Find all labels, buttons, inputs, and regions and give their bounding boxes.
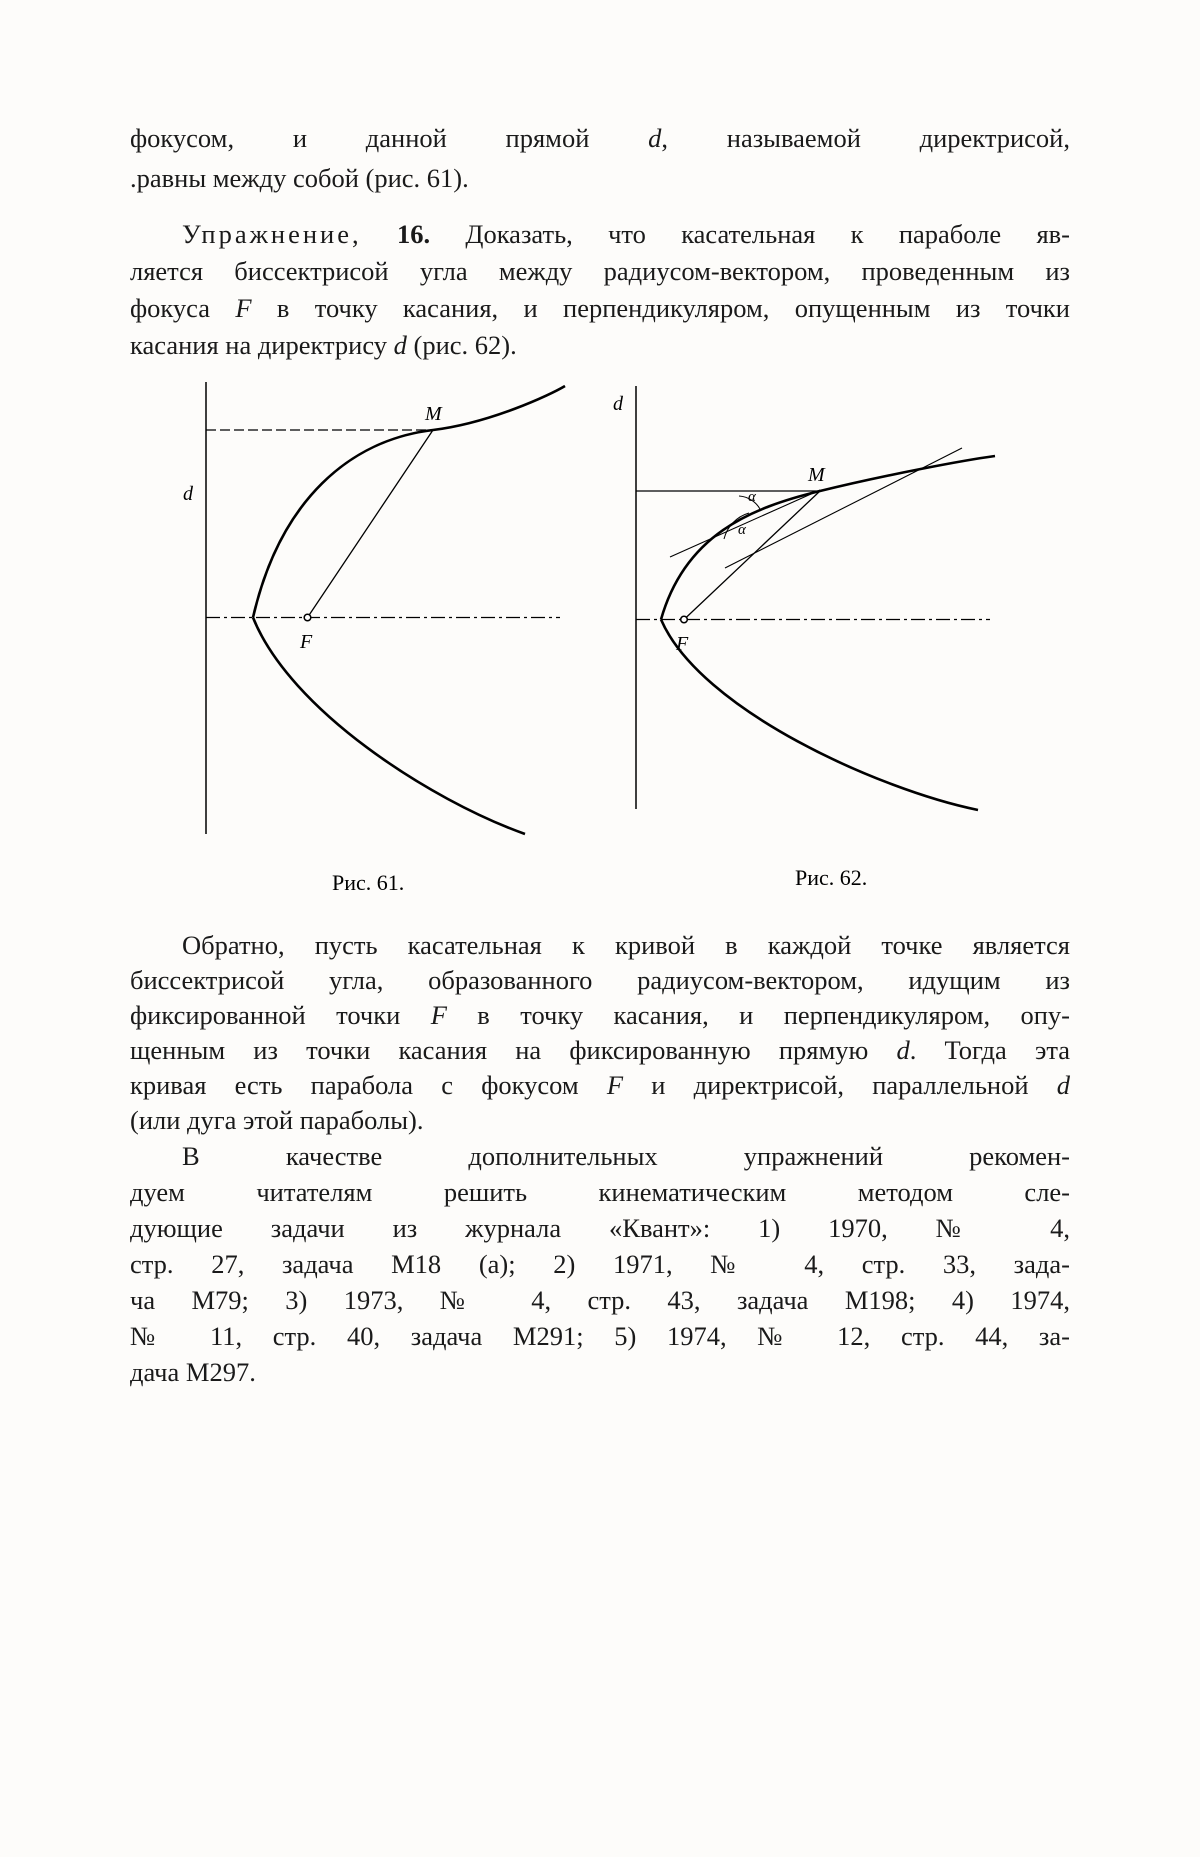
- svg-text:F: F: [299, 631, 313, 653]
- svg-text:Рис. 62.: Рис. 62.: [795, 865, 867, 890]
- svg-text:F: F: [675, 633, 689, 655]
- svg-text:M: M: [424, 403, 443, 425]
- svg-text:Рис. 61.: Рис. 61.: [332, 870, 404, 895]
- svg-text:α: α: [738, 522, 747, 538]
- svg-text:d: d: [183, 483, 194, 505]
- svg-text:M: M: [807, 464, 826, 486]
- svg-text:α: α: [748, 489, 757, 505]
- svg-text:d: d: [613, 393, 624, 415]
